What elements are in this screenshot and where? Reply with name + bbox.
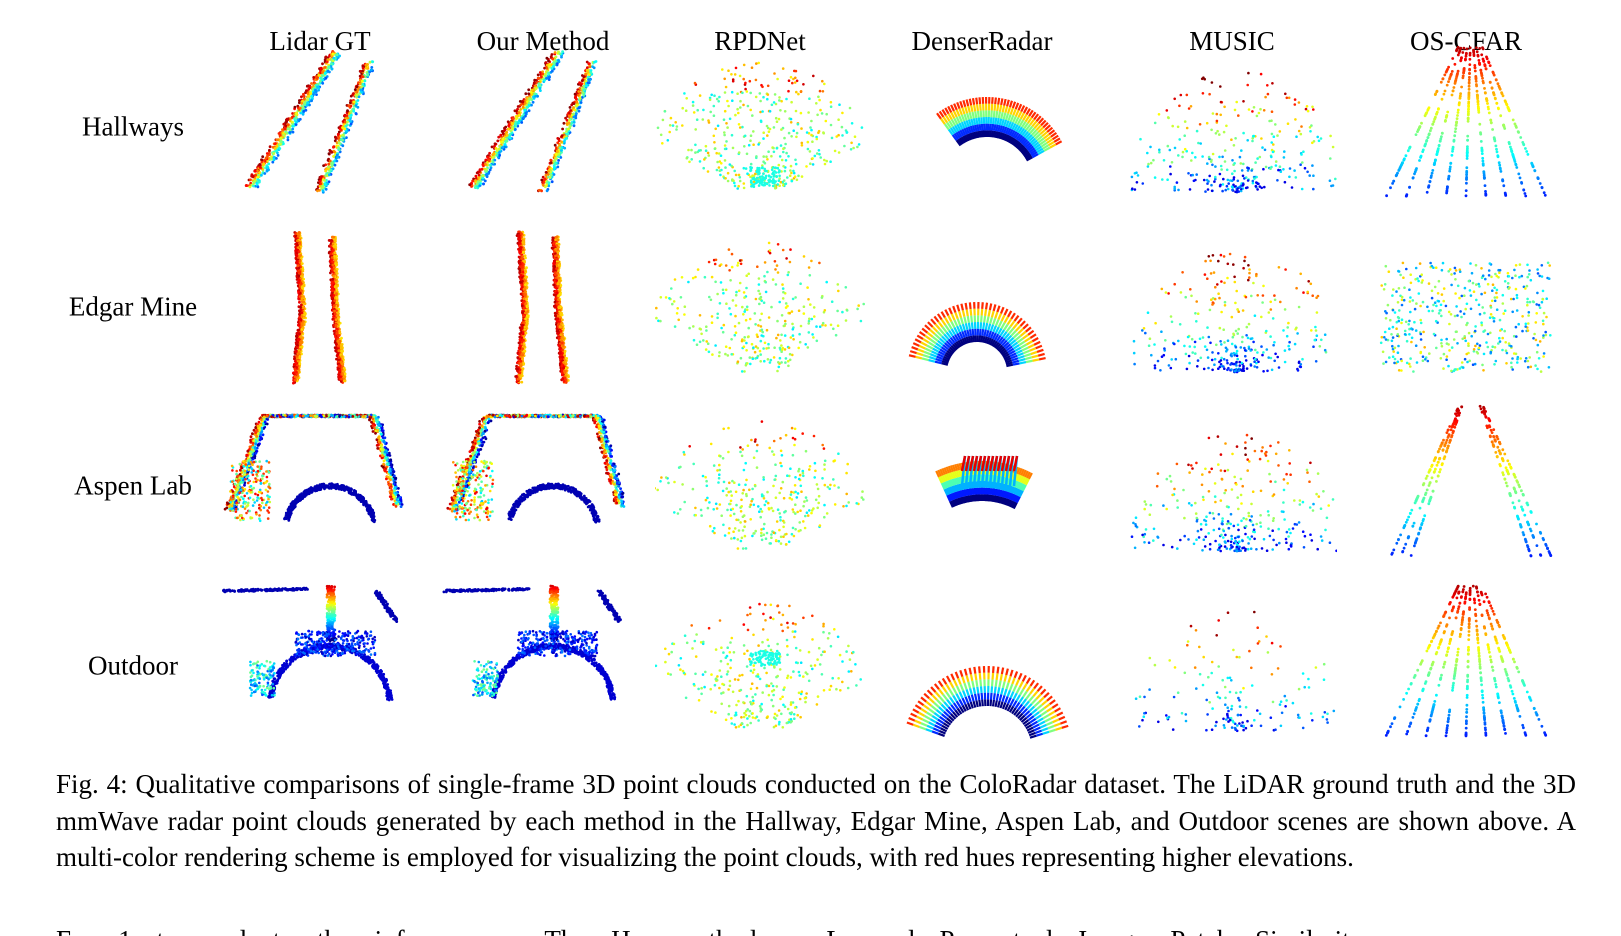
- point-cloud-image: [653, 420, 865, 550]
- figure-caption: Fig. 4: Qualitative comparisons of singl…: [56, 769, 1576, 872]
- column-header-our-method: Our Method: [476, 26, 610, 56]
- point-cloud-image: [908, 301, 1046, 368]
- column-header-denserradar: DenserRadar: [911, 26, 1053, 56]
- point-cloud-lidar-gt-hallways: [215, 42, 425, 212]
- point-cloud-image: [1390, 404, 1553, 558]
- column-header-os-cfar: OS-CFAR: [1409, 26, 1523, 56]
- point-cloud-os-cfar-outdoor: [1361, 581, 1571, 751]
- column-header-music: MUSIC: [1189, 26, 1275, 56]
- point-cloud-image: [906, 665, 1069, 739]
- point-cloud-image: [1130, 71, 1343, 194]
- point-cloud-rpdnet-hallways: [652, 42, 870, 212]
- point-cloud-image: [1384, 584, 1548, 738]
- point-cloud-image: [935, 455, 1033, 510]
- point-cloud-our-method-edgar-mine: [438, 222, 648, 392]
- point-cloud-our-method-aspen-lab: [438, 401, 648, 571]
- next-paragraph-partial: For 1 to evaluate the inference ... The …: [56, 922, 1576, 936]
- point-cloud-image: [468, 50, 598, 193]
- point-cloud-rpdnet-aspen-lab: [653, 401, 865, 571]
- point-cloud-image: [652, 61, 870, 190]
- row-label-outdoor: Outdoor: [88, 650, 178, 681]
- point-cloud-denserradar-edgar-mine: [877, 222, 1087, 392]
- row-label-aspen-lab: Aspen Lab: [74, 470, 192, 501]
- point-cloud-image: [1134, 610, 1345, 733]
- point-cloud-image: [442, 584, 622, 701]
- point-cloud-image: [936, 96, 1063, 162]
- point-cloud-music-aspen-lab: [1127, 401, 1348, 571]
- point-cloud-image: [1132, 252, 1347, 374]
- point-cloud-image: [244, 50, 375, 194]
- column-header-rpdnet: RPDNet: [714, 26, 806, 56]
- point-cloud-our-method-outdoor: [438, 581, 648, 751]
- point-cloud-lidar-gt-edgar-mine: [215, 222, 425, 392]
- point-cloud-music-edgar-mine: [1127, 222, 1347, 392]
- point-cloud-image: [1130, 433, 1348, 553]
- row-label-hallways: Hallways: [82, 111, 184, 142]
- point-cloud-denserradar-outdoor: [877, 581, 1087, 751]
- point-cloud-image: [1379, 261, 1552, 373]
- point-cloud-os-cfar-hallways: [1361, 42, 1571, 212]
- point-cloud-lidar-gt-aspen-lab: [215, 401, 425, 571]
- row-label-edgar-mine: Edgar Mine: [68, 291, 198, 322]
- point-cloud-image: [223, 413, 404, 524]
- point-cloud-image: [446, 413, 626, 524]
- point-cloud-music-hallways: [1127, 42, 1343, 212]
- point-cloud-our-method-hallways: [438, 42, 648, 212]
- point-cloud-os-cfar-aspen-lab: [1361, 401, 1571, 571]
- point-cloud-image: [514, 230, 570, 385]
- point-cloud-denserradar-hallways: [877, 42, 1087, 212]
- point-cloud-denserradar-aspen-lab: [877, 401, 1087, 571]
- point-cloud-image: [1385, 45, 1547, 198]
- point-cloud-rpdnet-outdoor: [654, 581, 865, 751]
- point-cloud-lidar-gt-outdoor: [215, 581, 425, 751]
- point-cloud-os-cfar-edgar-mine: [1361, 222, 1571, 392]
- point-cloud-image: [222, 584, 399, 702]
- column-header-lidar-gt: Lidar GT: [269, 26, 371, 56]
- point-cloud-image: [654, 602, 862, 729]
- point-cloud-image: [655, 241, 865, 373]
- point-cloud-rpdnet-edgar-mine: [655, 222, 865, 392]
- point-cloud-image: [292, 231, 347, 385]
- point-cloud-music-outdoor: [1127, 581, 1345, 751]
